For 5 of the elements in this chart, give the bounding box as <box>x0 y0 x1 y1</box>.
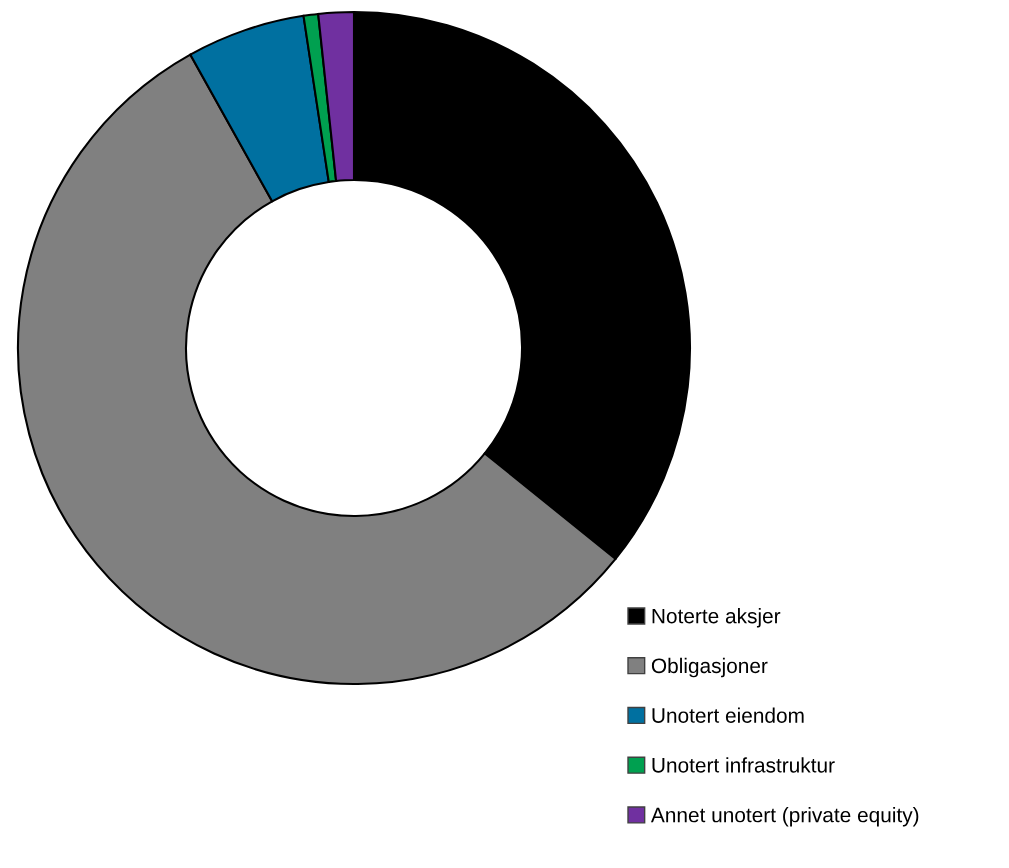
legend-label: Unotert infrastruktur <box>652 757 835 773</box>
legend-label: Noterte aksjer <box>652 608 781 628</box>
legend-label: Obligasjoner <box>651 657 768 678</box>
legend-label: Annet unotert (private equity) <box>650 807 919 827</box>
legend-label: Unotert eiendom <box>652 707 804 723</box>
